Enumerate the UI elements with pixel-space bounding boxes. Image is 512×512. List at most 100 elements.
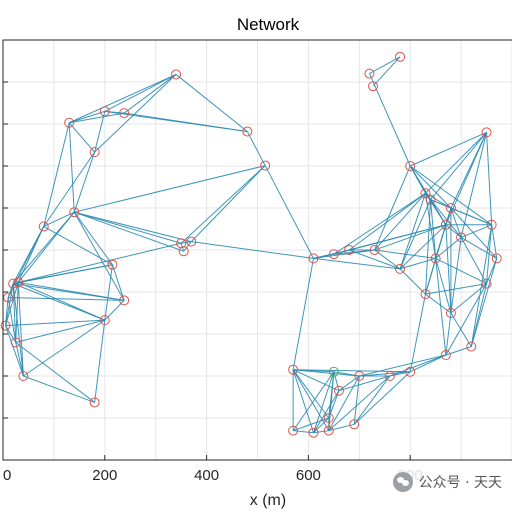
network-link bbox=[190, 165, 266, 242]
network-link bbox=[12, 211, 75, 284]
network-link bbox=[424, 199, 432, 295]
network-node bbox=[481, 127, 492, 138]
network-link bbox=[409, 294, 426, 372]
network-link bbox=[328, 375, 391, 431]
network-link bbox=[470, 283, 488, 347]
network-link bbox=[191, 241, 314, 259]
network-link bbox=[7, 226, 45, 298]
network-link bbox=[18, 281, 125, 301]
network-link bbox=[399, 268, 426, 295]
network-node bbox=[308, 427, 319, 438]
network-node bbox=[171, 69, 182, 80]
network-node bbox=[69, 207, 80, 218]
network-node bbox=[18, 371, 29, 381]
network-link bbox=[123, 74, 177, 114]
plot-area-frame bbox=[2, 39, 512, 461]
network-link bbox=[12, 283, 17, 343]
network-node bbox=[119, 295, 130, 306]
network-link bbox=[94, 111, 106, 153]
network-link bbox=[43, 211, 75, 227]
network-link bbox=[23, 319, 106, 377]
network-node bbox=[481, 278, 492, 289]
network-link bbox=[181, 241, 192, 244]
network-link bbox=[13, 242, 182, 285]
network-node bbox=[328, 366, 339, 377]
network-link bbox=[17, 211, 75, 283]
network-link bbox=[292, 371, 335, 431]
network-link bbox=[293, 369, 360, 377]
network-link bbox=[374, 165, 411, 251]
network-link bbox=[353, 371, 411, 425]
network-node bbox=[119, 108, 130, 119]
network-node bbox=[445, 203, 456, 213]
network-link bbox=[450, 312, 472, 347]
network-link bbox=[491, 224, 498, 259]
network-link bbox=[23, 375, 95, 403]
network-link bbox=[399, 224, 447, 270]
network-node bbox=[38, 221, 49, 232]
network-link bbox=[409, 165, 452, 209]
network-link bbox=[450, 207, 462, 238]
network-link bbox=[435, 224, 447, 259]
network-link bbox=[460, 132, 488, 238]
network-node bbox=[3, 292, 14, 303]
watermark-text: 公众号 · 天天 bbox=[418, 475, 502, 491]
network-node bbox=[89, 397, 100, 408]
network-link bbox=[68, 73, 177, 124]
network-node bbox=[107, 259, 118, 270]
network-link bbox=[292, 417, 329, 432]
network-link bbox=[292, 369, 340, 392]
network-node bbox=[186, 236, 197, 247]
network-link bbox=[374, 249, 436, 259]
network-link bbox=[94, 74, 177, 153]
network-link bbox=[470, 224, 493, 347]
network-link bbox=[399, 199, 432, 270]
network-link bbox=[292, 258, 314, 370]
network-node bbox=[395, 263, 406, 274]
network-node bbox=[425, 194, 436, 205]
network-node bbox=[354, 371, 365, 381]
network-link bbox=[175, 74, 248, 132]
network-link bbox=[374, 192, 426, 251]
network-link bbox=[5, 282, 19, 326]
network-link bbox=[435, 257, 487, 285]
network-link bbox=[445, 224, 452, 314]
network-node bbox=[440, 350, 451, 360]
network-link bbox=[292, 369, 314, 433]
network-link bbox=[73, 211, 125, 301]
network-nodes bbox=[0, 51, 502, 438]
network-node bbox=[99, 315, 110, 326]
network-node bbox=[369, 245, 380, 255]
network-link bbox=[18, 264, 113, 283]
network-link bbox=[43, 226, 113, 266]
network-link bbox=[409, 131, 487, 167]
network-link bbox=[69, 110, 105, 124]
network-link bbox=[430, 132, 487, 200]
network-node bbox=[64, 117, 75, 128]
network-node bbox=[242, 126, 253, 137]
network-link bbox=[246, 131, 266, 166]
network-node bbox=[89, 147, 100, 158]
network-node bbox=[486, 219, 497, 230]
network-link bbox=[7, 297, 17, 343]
network-link bbox=[450, 237, 462, 314]
network-node bbox=[430, 253, 441, 264]
network-link bbox=[73, 211, 113, 265]
network-node bbox=[344, 245, 355, 255]
network-link bbox=[359, 354, 446, 377]
network-link bbox=[15, 342, 24, 377]
network-link bbox=[293, 430, 314, 434]
network-link bbox=[445, 224, 462, 238]
network-link bbox=[435, 258, 447, 356]
network-link bbox=[445, 312, 452, 356]
x-axis-label: x (m) bbox=[250, 492, 286, 509]
network-link bbox=[374, 249, 401, 270]
network-node bbox=[99, 106, 110, 117]
network-node bbox=[13, 277, 24, 288]
network-link bbox=[313, 417, 330, 434]
network-link bbox=[74, 211, 192, 243]
network-node bbox=[368, 81, 379, 92]
network-link bbox=[338, 375, 390, 392]
